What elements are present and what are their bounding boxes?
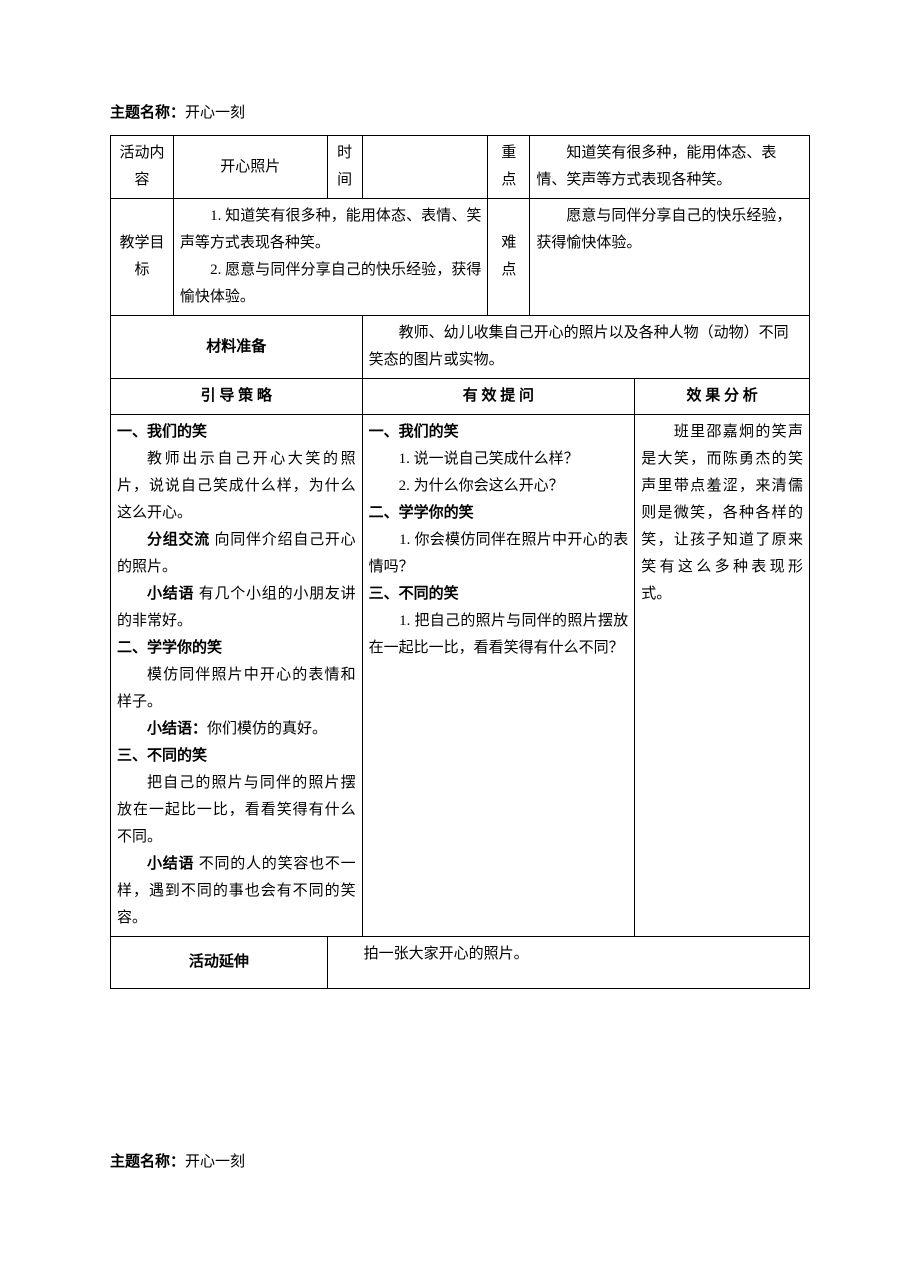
table-row: 活动内容 开心照片 时间 重点 知道笑有很多种，能用体态、表情、笑声等方式表现各… [111, 136, 810, 199]
table-row: 活动延伸 拍一张大家开心的照片。 [111, 937, 810, 989]
val-time [362, 136, 488, 199]
question-3: 1. 你会模仿同伴在照片中开心的表情吗？ [369, 527, 629, 581]
table-row: 材料准备 教师、幼儿收集自己开心的照片以及各种人物（动物）不同笑态的图片或实物。 [111, 316, 810, 379]
hdr-time: 时间 [327, 136, 362, 199]
topic-value-2: 开心一刻 [185, 1154, 245, 1170]
guidance-s3-title: 三、不同的笑 [117, 743, 356, 770]
section-gap [110, 989, 810, 1149]
topic-title-2: 主题名称：开心一刻 [110, 1149, 810, 1176]
hdr-key-point: 重点 [488, 136, 530, 199]
table-row: 引 导 策 略 有 效 提 问 效 果 分 析 [111, 379, 810, 415]
topic-value-1: 开心一刻 [185, 105, 245, 121]
val-key-point: 知道笑有很多种，能用体态、表情、笑声等方式表现各种笑。 [530, 136, 810, 199]
guidance-s1-title: 一、我们的笑 [117, 419, 356, 446]
guidance-s1-p2: 分组交流 向同伴介绍自己开心的照片。 [117, 527, 356, 581]
hdr-extension: 活动延伸 [111, 937, 328, 989]
objective-line-2: 2. 愿意与同伴分享自己的快乐经验，获得愉快体验。 [180, 257, 482, 311]
hdr-questions: 有 效 提 问 [362, 379, 635, 415]
hdr-material: 材料准备 [111, 316, 363, 379]
questions-s3-title: 三、不同的笑 [369, 581, 629, 608]
lesson-plan-table: 活动内容 开心照片 时间 重点 知道笑有很多种，能用体态、表情、笑声等方式表现各… [110, 135, 810, 989]
guidance-s2-title: 二、学学你的笑 [117, 635, 356, 662]
questions-s2-title: 二、学学你的笑 [369, 500, 629, 527]
val-activity-content: 开心照片 [173, 136, 327, 199]
guidance-s1-p1: 教师出示自己开心大笑的照片，说说自己笑成什么样，为什么这么开心。 [117, 446, 356, 527]
topic-label-1: 主题名称： [110, 105, 185, 121]
guidance-s1-p3: 小结语 有几个小组的小朋友讲的非常好。 [117, 581, 356, 635]
table-row: 一、我们的笑 教师出示自己开心大笑的照片，说说自己笑成什么样，为什么这么开心。 … [111, 415, 810, 937]
val-difficulty: 愿意与同伴分享自己的快乐经验，获得愉快体验。 [530, 199, 810, 316]
guidance-s2-p1: 模仿同伴照片中开心的表情和样子。 [117, 662, 356, 716]
question-4: 1. 把自己的照片与同伴的照片摆放在一起比一比，看看笑得有什么不同？ [369, 608, 629, 662]
val-extension: 拍一张大家开心的照片。 [327, 937, 809, 989]
objective-line-1: 1. 知道笑有很多种，能用体态、表情、笑声等方式表现各种笑。 [180, 203, 482, 257]
topic-label-2: 主题名称： [110, 1154, 185, 1170]
cell-questions: 一、我们的笑 1. 说一说自己笑成什么样？ 2. 为什么你会这么开心？ 二、学学… [362, 415, 635, 937]
guidance-s3-p2: 小结语 不同的人的笑容也不一样，遇到不同的事也会有不同的笑容。 [117, 851, 356, 932]
val-material: 教师、幼儿收集自己开心的照片以及各种人物（动物）不同笑态的图片或实物。 [362, 316, 809, 379]
guidance-s2-p2: 小结语：你们模仿的真好。 [117, 716, 356, 743]
val-objective: 1. 知道笑有很多种，能用体态、表情、笑声等方式表现各种笑。 2. 愿意与同伴分… [173, 199, 488, 316]
hdr-activity-content: 活动内容 [111, 136, 174, 199]
questions-s1-title: 一、我们的笑 [369, 419, 629, 446]
hdr-analysis: 效 果 分 析 [635, 379, 810, 415]
cell-guidance: 一、我们的笑 教师出示自己开心大笑的照片，说说自己笑成什么样，为什么这么开心。 … [111, 415, 363, 937]
question-2: 2. 为什么你会这么开心？ [369, 473, 629, 500]
guidance-s3-p1: 把自己的照片与同伴的照片摆放在一起比一比，看看笑得有什么不同。 [117, 770, 356, 851]
hdr-difficulty: 难点 [488, 199, 530, 316]
analysis-text: 班里邵嘉炯的笑声是大笑，而陈勇杰的笑声里带点羞涩，来清儒则是微笑，各种各样的笑，… [641, 419, 803, 608]
cell-analysis: 班里邵嘉炯的笑声是大笑，而陈勇杰的笑声里带点羞涩，来清儒则是微笑，各种各样的笑，… [635, 415, 810, 937]
hdr-objective: 教学目标 [111, 199, 174, 316]
topic-title-1: 主题名称：开心一刻 [110, 100, 810, 127]
question-1: 1. 说一说自己笑成什么样？ [369, 446, 629, 473]
hdr-guidance: 引 导 策 略 [111, 379, 363, 415]
